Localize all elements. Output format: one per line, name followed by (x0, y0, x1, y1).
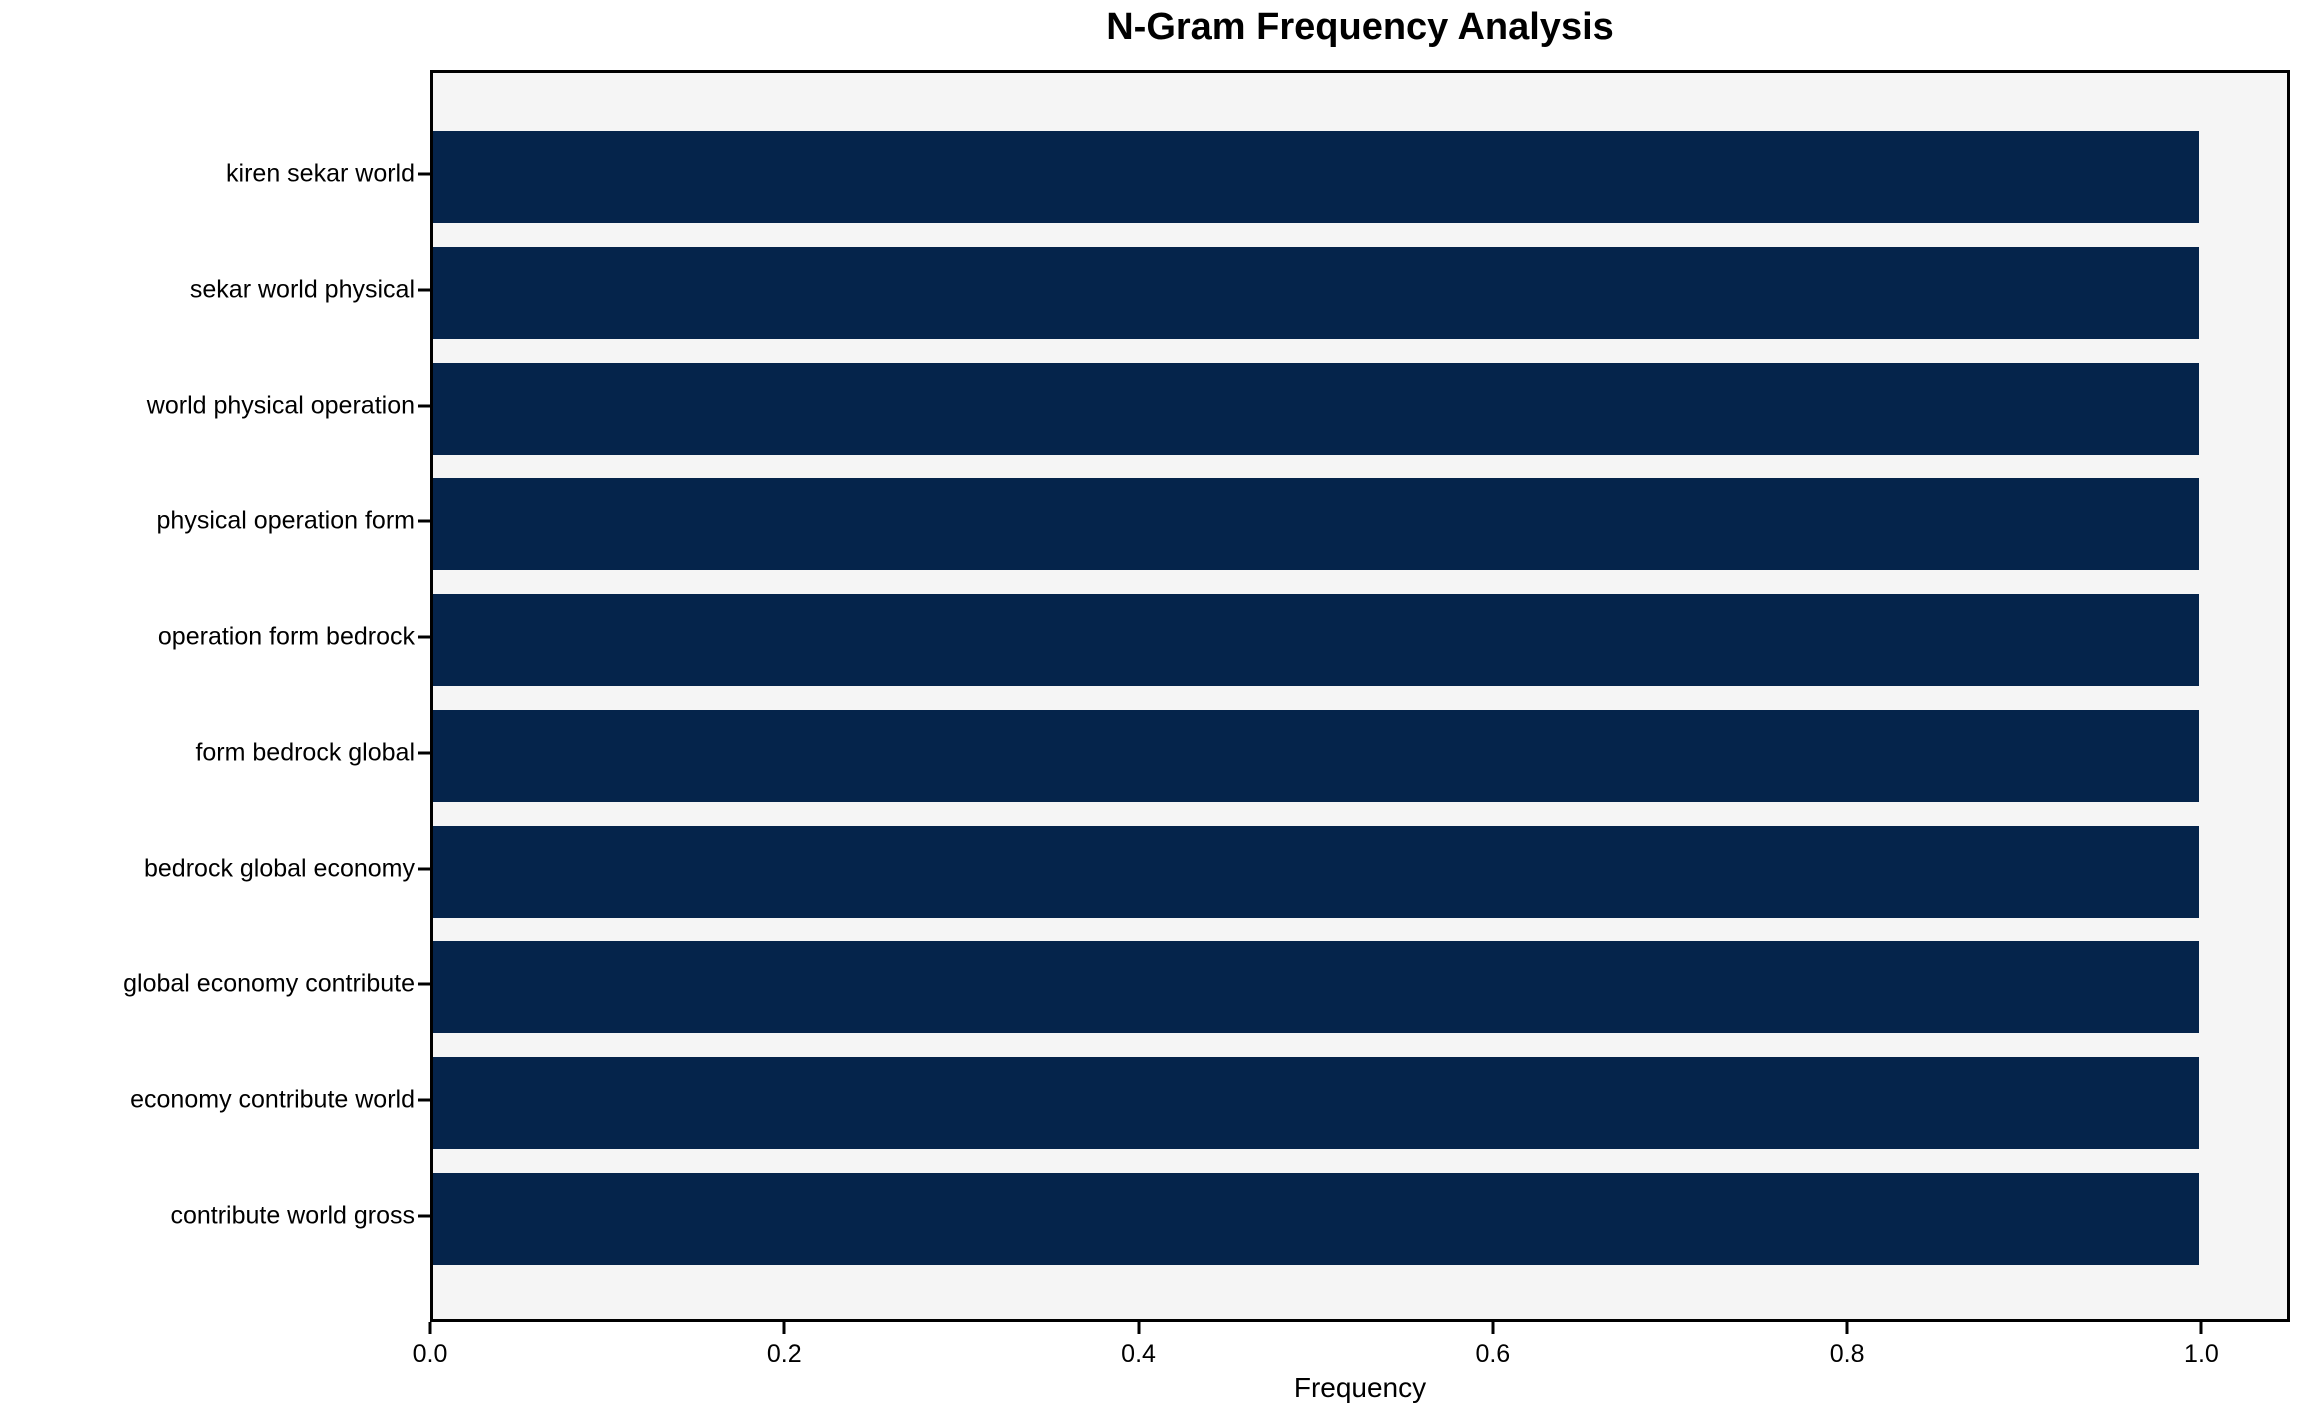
bar (433, 941, 2199, 1034)
y-tick-label: kiren sekar world (226, 159, 415, 188)
plot-area (430, 70, 2290, 1322)
x-tick-label: 0.0 (412, 1340, 448, 1368)
x-tick-label: 0.2 (766, 1340, 802, 1368)
x-tick-mark (428, 1322, 432, 1334)
y-tick-label: contribute world gross (170, 1201, 415, 1230)
y-tick-label: bedrock global economy (144, 854, 415, 883)
x-tick-mark (782, 1322, 786, 1334)
y-tick-mark (418, 404, 430, 408)
bar (433, 594, 2199, 687)
y-tick-label: world physical operation (146, 391, 415, 420)
y-tick-label: global economy contribute (123, 969, 415, 998)
y-tick-mark (418, 172, 430, 176)
bar (433, 709, 2199, 802)
chart-title: N-Gram Frequency Analysis (1106, 6, 1614, 48)
bar (433, 1057, 2199, 1150)
y-tick-label: operation form bedrock (157, 622, 415, 651)
x-tick-mark (1137, 1322, 1141, 1334)
x-tick-mark (2199, 1322, 2203, 1334)
x-tick-label: 0.6 (1475, 1340, 1511, 1368)
bar (433, 362, 2199, 455)
bar (433, 825, 2199, 918)
x-tick-label: 0.8 (1829, 1340, 1865, 1368)
y-tick-mark (418, 1098, 430, 1102)
y-tick-label: sekar world physical (189, 275, 415, 304)
y-tick-label: economy contribute world (130, 1085, 415, 1114)
bar (433, 478, 2199, 571)
y-tick-mark (418, 982, 430, 986)
y-tick-mark (418, 867, 430, 871)
bar (433, 246, 2199, 339)
y-tick-mark (418, 1214, 430, 1218)
x-tick-label: 1.0 (2184, 1340, 2219, 1368)
x-tick-mark (1491, 1322, 1495, 1334)
y-tick-label: form bedrock global (195, 738, 415, 767)
y-tick-mark (418, 635, 430, 639)
y-tick-mark (418, 751, 430, 755)
bars-layer (433, 73, 2287, 1319)
x-axis-title: Frequency (1293, 1372, 1427, 1403)
x-tick-mark (1845, 1322, 1849, 1334)
bar (433, 131, 2199, 223)
bar (433, 1173, 2199, 1266)
y-tick-mark (418, 519, 430, 523)
y-tick-label: physical operation form (156, 506, 415, 535)
y-tick-mark (418, 288, 430, 292)
x-tick-label: 0.4 (1121, 1340, 1156, 1368)
